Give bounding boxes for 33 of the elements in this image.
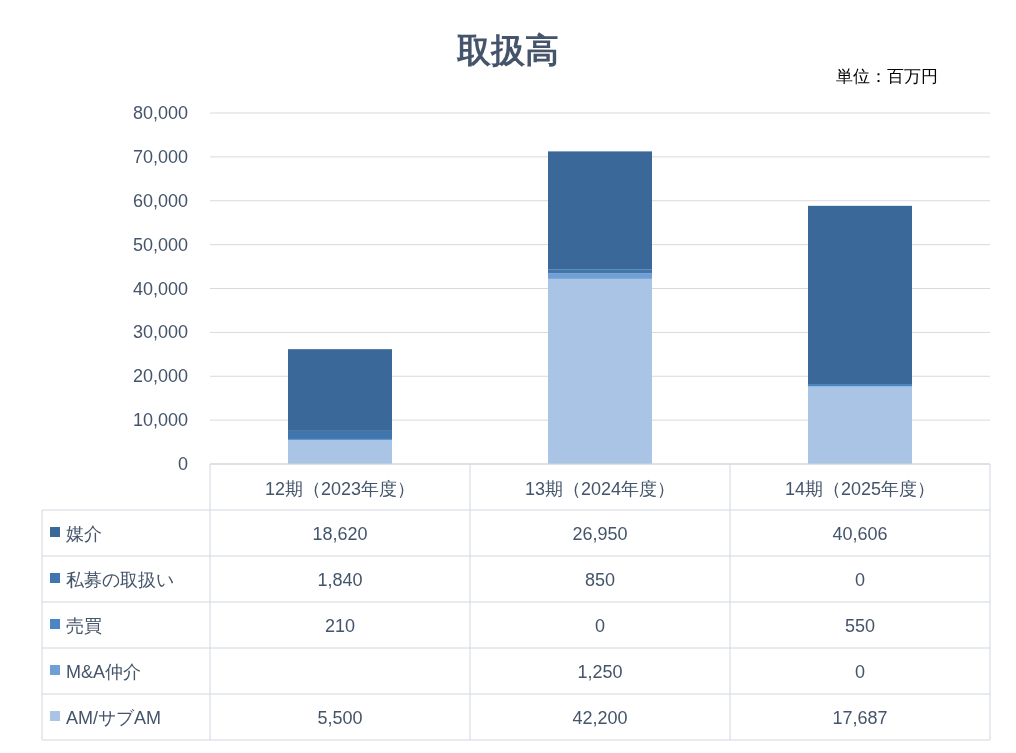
y-tick-label: 30,000 — [132, 322, 188, 343]
y-tick-label: 0 — [177, 454, 188, 474]
data-label: 0 — [594, 616, 606, 636]
data-label: 1,250 — [577, 662, 623, 682]
legend-label: 私募の取扱い — [66, 570, 174, 590]
annotation: 単位：百万円 — [836, 67, 938, 86]
legend-label: AM/サブAM — [66, 708, 162, 728]
data-label: 5,500 — [317, 708, 363, 728]
data-label: 26,950 — [572, 524, 628, 544]
y-tick-label: 40,000 — [132, 278, 188, 299]
legend-label: 売買 — [66, 616, 102, 636]
y-tick-label: 10,000 — [132, 410, 188, 431]
title: 取扱高 — [457, 31, 559, 69]
data-label: 18,620 — [312, 524, 368, 544]
x-tick-label: 12期（2023年度） — [264, 479, 416, 499]
y-tick-label: 80,000 — [132, 103, 188, 123]
data-label: 0 — [854, 570, 866, 590]
x-tick-label: 14期（2025年度） — [784, 479, 936, 499]
legend-label: M&A仲介 — [66, 662, 142, 682]
y-tick-label: 20,000 — [132, 366, 188, 387]
x-tick-label: 13期（2024年度） — [524, 479, 676, 499]
data-label: 0 — [854, 662, 866, 682]
data-label: 550 — [844, 616, 876, 636]
data-label: 210 — [324, 616, 356, 636]
y-tick-label: 50,000 — [132, 234, 188, 255]
data-label: 17,687 — [832, 708, 888, 728]
y-tick-label: 60,000 — [132, 190, 188, 211]
data-label: 1,840 — [317, 570, 363, 590]
data-label: 40,606 — [832, 524, 888, 544]
data-label: 850 — [584, 570, 616, 590]
legend-label: 媒介 — [66, 524, 102, 544]
data-label: 42,200 — [572, 708, 628, 728]
y-tick-label: 70,000 — [132, 146, 188, 167]
